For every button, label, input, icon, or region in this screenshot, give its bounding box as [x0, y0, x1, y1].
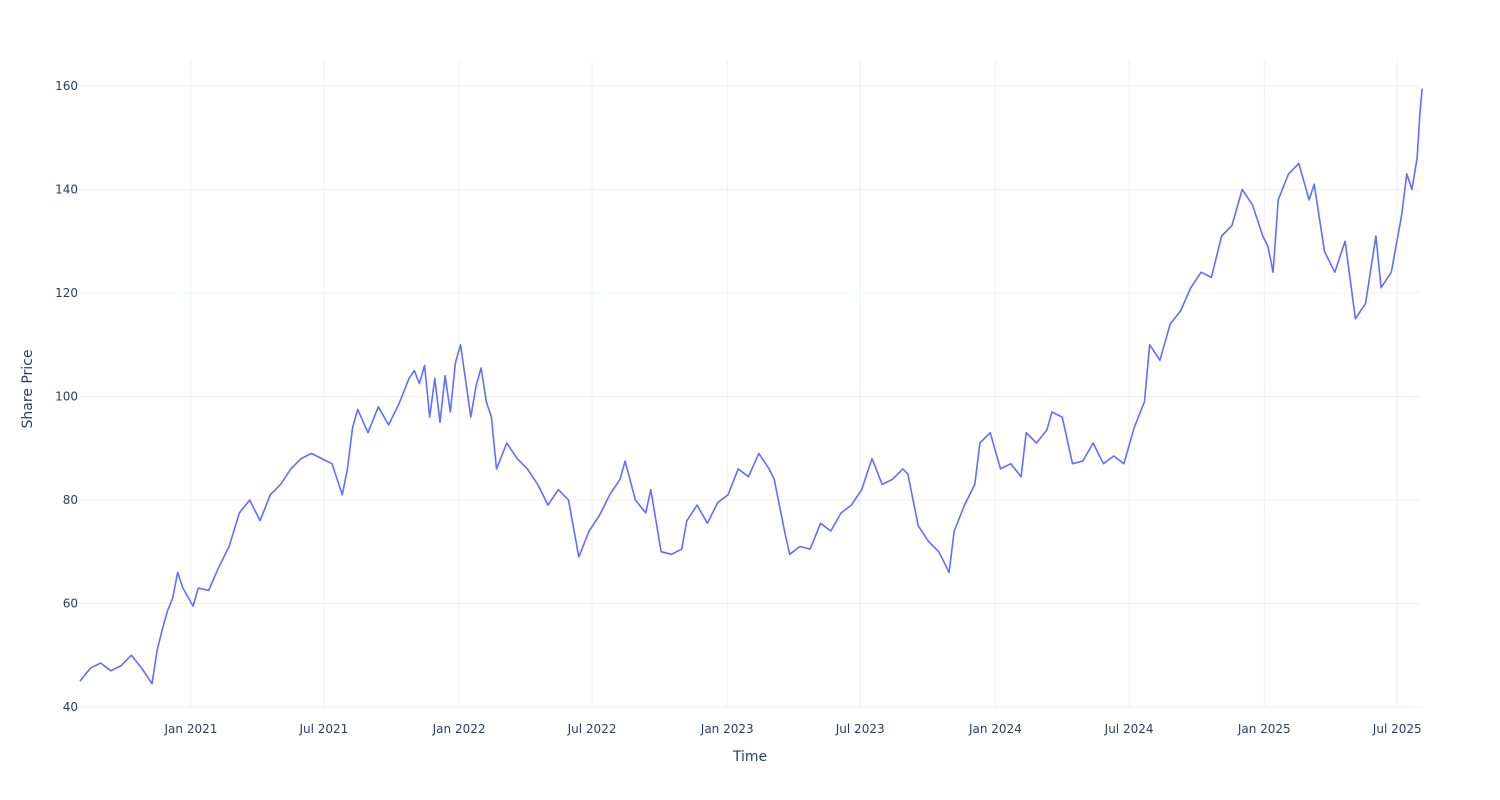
x-tick-label: Jan 2025	[1237, 722, 1291, 736]
x-tick-label: Jan 2022	[432, 722, 486, 736]
y-tick-label: 140	[55, 182, 78, 196]
y-tick-label: 160	[55, 79, 78, 93]
y-axis-title: Share Price	[20, 349, 36, 428]
x-axis-title: Time	[732, 749, 767, 765]
x-tick-label: Jan 2021	[164, 722, 218, 736]
y-gridlines	[80, 85, 1420, 708]
x-tick-label: Jul 2024	[1104, 722, 1154, 736]
y-tick-label: 80	[63, 493, 78, 507]
x-tick-label: Jul 2021	[298, 722, 348, 736]
x-tick-label: Jul 2023	[835, 722, 885, 736]
x-axis-ticks: Jan 2021 Jul 2021 Jan 2022 Jul 2022 Jan 2023…	[164, 722, 1422, 736]
y-tick-label: 60	[63, 596, 78, 610]
y-axis-ticks: 40 60 80 100 120 140 160	[55, 79, 78, 714]
price-series	[79, 88, 1423, 685]
y-tick-label: 120	[55, 286, 78, 300]
x-tick-label: Jul 2022	[567, 722, 617, 736]
x-gridlines	[190, 60, 1398, 707]
x-tick-label: Jan 2024	[968, 722, 1022, 736]
x-tick-label: Jan 2023	[700, 722, 754, 736]
x-tick-label: Jul 2025	[1372, 722, 1422, 736]
y-tick-label: 100	[55, 389, 78, 403]
price-line	[79, 88, 1423, 685]
y-tick-label: 40	[63, 700, 78, 714]
